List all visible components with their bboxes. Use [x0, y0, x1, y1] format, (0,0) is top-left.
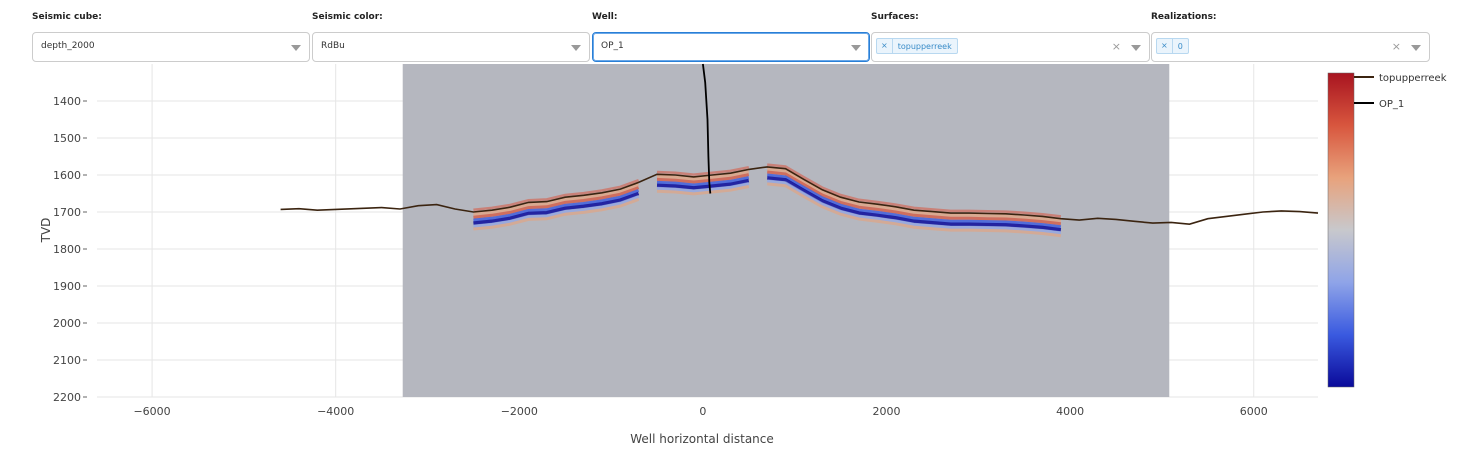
- seismic-color-value: RdBu: [321, 41, 345, 51]
- tag-remove-icon[interactable]: ×: [1157, 39, 1173, 53]
- seismic-reflector: [767, 179, 1062, 235]
- seismic-reflector: [767, 163, 1062, 218]
- seismic-color-label: Seismic color:: [312, 12, 383, 22]
- surface-line-topupperreek: [280, 166, 1319, 226]
- y-tick-label: 1600: [53, 169, 81, 182]
- seismic-reflector: [473, 186, 640, 219]
- y-tick-label: 1800: [53, 243, 81, 256]
- surfaces-label: Surfaces:: [871, 12, 919, 22]
- well-dropdown[interactable]: OP_1: [592, 32, 870, 62]
- y-tick-label: 1500: [53, 132, 81, 145]
- realizations-label: Realizations:: [1151, 12, 1217, 22]
- plot-series: [280, 63, 1319, 226]
- seismic-reflector: [473, 197, 640, 231]
- clear-icon[interactable]: ×: [1391, 40, 1401, 53]
- legend-label-topupperreek[interactable]: topupperreek: [1379, 73, 1447, 84]
- seismic-reflector: [473, 183, 640, 216]
- seismic-reflector: [656, 170, 750, 181]
- x-tick-label: 0: [699, 405, 706, 418]
- y-tick-label: 2200: [53, 391, 81, 404]
- seismic-cube-dropdown[interactable]: depth_2000: [32, 32, 310, 62]
- well-label: Well:: [592, 12, 618, 22]
- seismic-reflector: [767, 170, 1062, 226]
- x-tick-label: −6000: [133, 405, 170, 418]
- well-value: OP_1: [601, 41, 624, 51]
- seismic-cube-label: Seismic cube:: [32, 12, 102, 22]
- seismic-reflector: [767, 182, 1062, 238]
- well-path-op1: [702, 63, 712, 194]
- seismic-reflector: [767, 176, 1062, 232]
- x-tick-label: 6000: [1240, 405, 1268, 418]
- seismic-reflector: [656, 165, 750, 176]
- seismic-reflector: [473, 191, 640, 225]
- legend-label-op1[interactable]: OP_1: [1379, 99, 1404, 110]
- x-tick-label: −2000: [501, 405, 538, 418]
- seismic-reflector: [656, 178, 750, 190]
- chevron-down-icon[interactable]: [1131, 45, 1141, 51]
- x-tick-label: −4000: [317, 405, 354, 418]
- surface-tag: × topupperreek: [876, 38, 958, 54]
- x-tick-label: 2000: [873, 405, 901, 418]
- seismic-cube-value: depth_2000: [41, 41, 95, 51]
- surface-tag-label: topupperreek: [897, 41, 952, 51]
- seismic-color-dropdown[interactable]: RdBu: [312, 32, 590, 62]
- x-tick-label: 4000: [1056, 405, 1084, 418]
- chevron-down-icon[interactable]: [1411, 45, 1421, 51]
- y-axis-title: TVD: [39, 218, 53, 244]
- surfaces-multiselect[interactable]: × topupperreek ×: [871, 32, 1150, 62]
- y-tick-label: 2100: [53, 354, 81, 367]
- seismic-reflector: [473, 189, 640, 222]
- tag-remove-icon[interactable]: ×: [877, 39, 893, 53]
- chevron-down-icon[interactable]: [291, 45, 301, 51]
- seismic-reflector: [656, 182, 750, 193]
- colorbar: [1327, 72, 1355, 388]
- y-tick-label: 1400: [53, 95, 81, 108]
- realization-tag-label: 0: [1177, 41, 1183, 51]
- seismic-reflectors: [473, 163, 1062, 238]
- realization-tag: × 0: [1156, 38, 1189, 54]
- seismic-reflector: [473, 195, 640, 228]
- realizations-multiselect[interactable]: × 0 ×: [1151, 32, 1430, 62]
- chevron-down-icon[interactable]: [571, 45, 581, 51]
- y-tick-label: 2000: [53, 317, 81, 330]
- plot-axes: −6000 −4000 −2000 0 2000 4000 6000 1400 1500 1600…: [53, 95, 1268, 418]
- y-tick-label: 1900: [53, 280, 81, 293]
- seismic-reflector: [473, 179, 640, 212]
- seismic-reflector: [656, 185, 750, 196]
- seismic-reflector: [767, 173, 1062, 229]
- chevron-down-icon[interactable]: [851, 45, 861, 51]
- x-axis-title: Well horizontal distance: [630, 432, 774, 446]
- seismic-reflector: [656, 173, 750, 184]
- seismic-reflector: [656, 176, 750, 187]
- clear-icon[interactable]: ×: [1111, 40, 1121, 53]
- seismic-reflector: [767, 167, 1062, 223]
- y-tick-label: 1700: [53, 206, 81, 219]
